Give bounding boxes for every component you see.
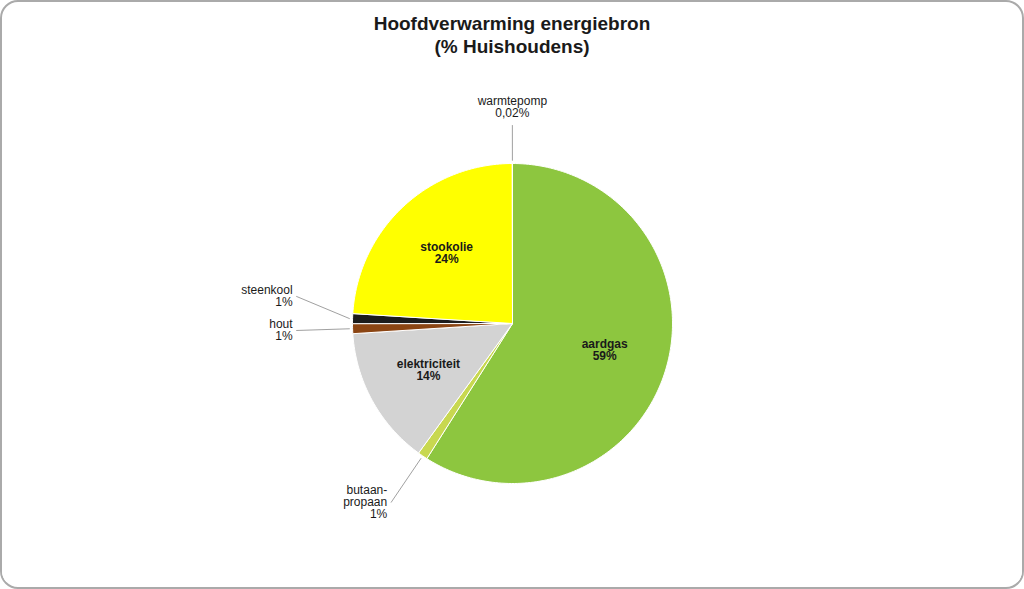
svg-text:aardgas59%: aardgas59% — [582, 337, 628, 363]
html-text:Hoofdverwarming energiebron (%: Hoofdverwarming energiebron (% Huishoude… — [373, 13, 651, 57]
svg-text:hout1%: hout1% — [269, 317, 293, 343]
svg-text:stookolie24%: stookolie24% — [420, 240, 473, 266]
svg-text:butaan-propaan1%: butaan-propaan1% — [343, 483, 387, 521]
svg-text:elektriciteit14%: elektriciteit14% — [397, 357, 460, 383]
svg-text:steenkool1%: steenkool1% — [241, 283, 293, 309]
svg-text:warmtepomp0,02%: warmtepomp0,02% — [477, 94, 548, 120]
